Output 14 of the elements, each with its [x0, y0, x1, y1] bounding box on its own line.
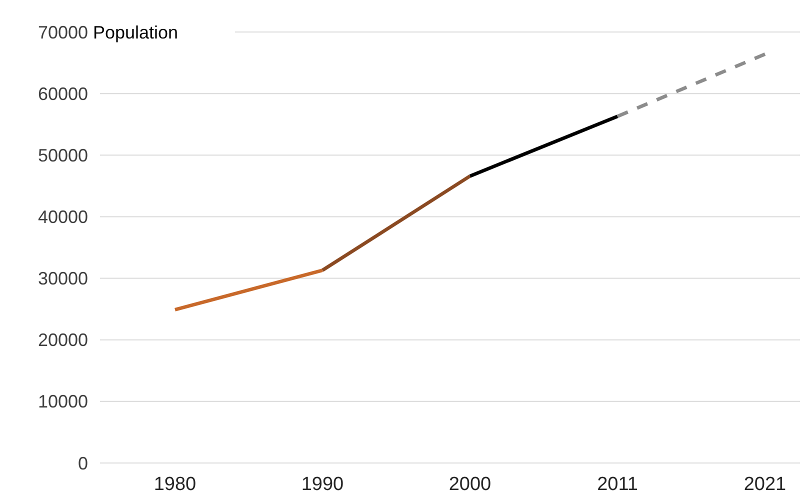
y-tick-label: 10000	[38, 392, 88, 412]
x-tick-label: 2000	[448, 474, 492, 495]
y-tick-label: 50000	[38, 145, 88, 166]
y-tick-label: 60000	[38, 84, 88, 104]
y-tick-label: 30000	[38, 268, 88, 289]
y-tick-label: 20000	[38, 330, 88, 350]
x-tick-label: 2011	[597, 474, 638, 495]
y-tick-label: 40000	[38, 207, 88, 228]
x-tick-label: 1990	[301, 474, 344, 495]
x-tick-label: 1980	[154, 474, 196, 495]
y-axis-title: Population	[93, 22, 178, 42]
y-tick-label: 70000	[38, 22, 88, 42]
y-tick-label: 0	[78, 453, 88, 474]
x-tick-label: 2021	[744, 474, 786, 495]
